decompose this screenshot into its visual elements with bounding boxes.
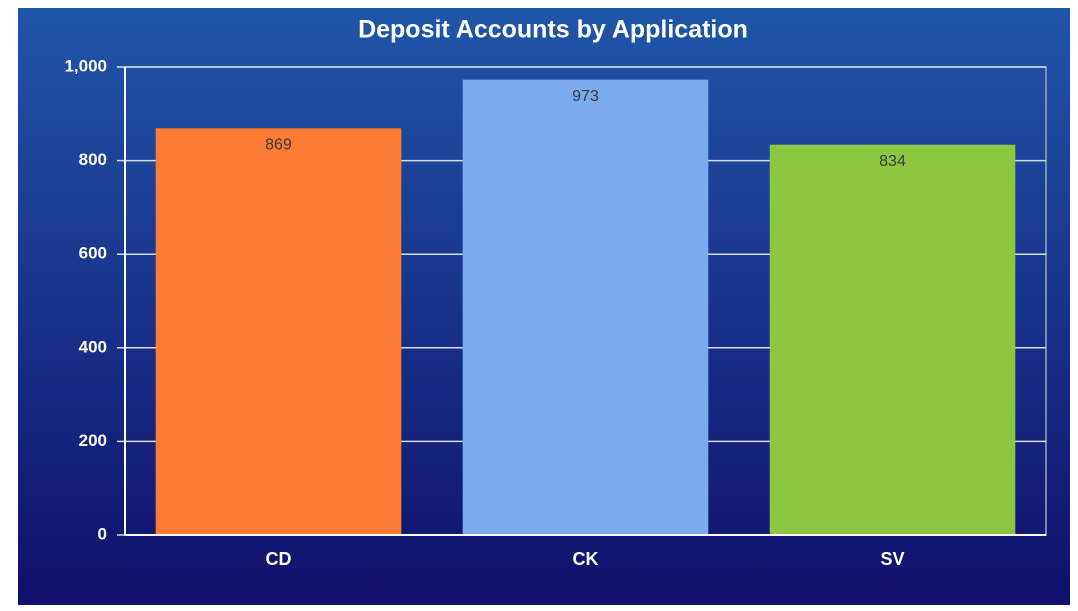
x-tick-label: CD (266, 549, 292, 569)
y-tick-label: 400 (79, 337, 107, 356)
chart-title: Deposit Accounts by Application (358, 16, 748, 44)
x-tick-label: CK (573, 549, 599, 569)
y-tick-label: 0 (98, 524, 107, 543)
bar (769, 144, 1016, 536)
y-tick-label: 200 (79, 431, 107, 450)
bar (462, 79, 709, 536)
data-label: 869 (265, 137, 292, 154)
bar (155, 128, 402, 536)
y-tick-label: 600 (79, 244, 107, 263)
y-tick-label: 1,000 (64, 56, 107, 75)
x-tick-label: SV (880, 549, 904, 569)
data-label: 973 (572, 88, 599, 105)
data-label: 834 (879, 153, 906, 170)
y-tick-label: 800 (79, 150, 107, 169)
